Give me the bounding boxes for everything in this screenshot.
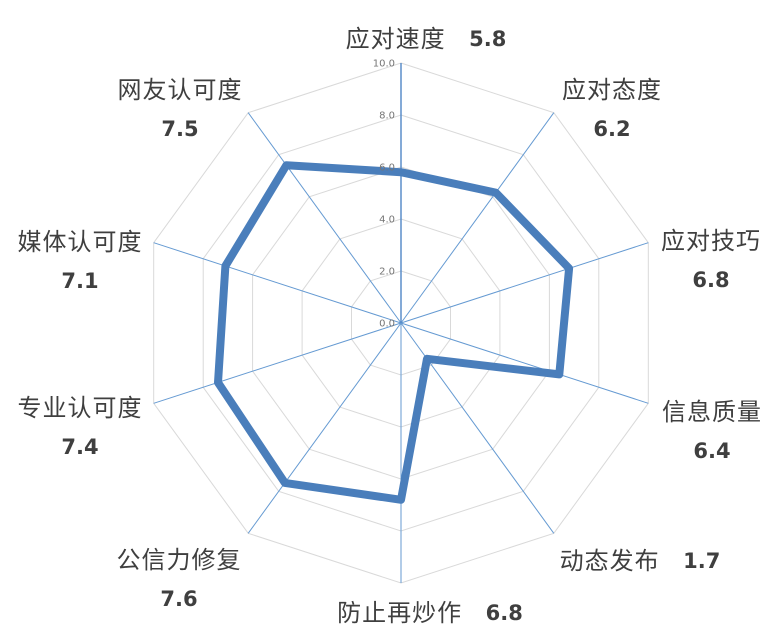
radial-tick-label: 4.0	[379, 215, 395, 226]
axis-label-prevent-rehype: 防止再炒作 6.8	[337, 597, 523, 629]
axis-category: 公信力修复	[116, 546, 242, 574]
axis-category: 网友认可度	[117, 76, 243, 104]
radial-tick-label: 8.0	[379, 111, 395, 122]
axis-value: 6.4	[693, 439, 731, 463]
axis-spoke	[153, 322, 402, 404]
axis-category: 应对速度	[345, 25, 446, 53]
axis-spoke	[247, 322, 402, 534]
axis-label-netizen-recognition: 网友认可度 7.5	[118, 74, 243, 144]
axis-category: 媒体认可度	[17, 228, 143, 256]
axis-value: 7.5	[161, 117, 199, 141]
axis-label-response-attitude: 应对态度 6.2	[562, 74, 662, 144]
axis-category: 应对态度	[562, 76, 662, 104]
axis-spoke	[400, 322, 649, 404]
axis-value: 7.6	[160, 587, 198, 611]
axis-category: 应对技巧	[661, 227, 761, 255]
radial-tick-label: 10.0	[373, 59, 395, 70]
axis-value: 6.8	[692, 268, 730, 292]
radial-tick-label: 6.0	[379, 163, 395, 174]
axis-spoke	[400, 112, 555, 324]
axis-value: 7.1	[61, 269, 99, 293]
axis-category: 专业认可度	[17, 394, 143, 422]
axis-category: 动态发布	[559, 547, 660, 575]
axis-category: 防止再炒作	[337, 599, 463, 627]
data-polygon	[214, 161, 574, 504]
radial-tick-label: 2.0	[379, 267, 395, 278]
axis-label-update-release: 动态发布 1.7	[560, 545, 721, 577]
axis-label-media-recognition: 媒体认可度 7.1	[18, 226, 143, 296]
radial-tick-label: 0.0	[379, 319, 395, 330]
axis-spoke	[247, 112, 402, 324]
axis-value: 6.8	[485, 601, 523, 625]
axis-label-response-speed: 应对速度 5.8	[346, 23, 507, 55]
axis-value: 7.4	[61, 435, 99, 459]
axis-category: 信息质量	[662, 398, 762, 426]
axis-label-information-quality: 信息质量 6.4	[662, 396, 762, 466]
axis-value: 6.2	[593, 117, 631, 141]
axis-value: 1.7	[683, 549, 721, 573]
axis-label-response-skill: 应对技巧 6.8	[661, 225, 761, 295]
axis-label-credibility-repair: 公信力修复 7.6	[117, 544, 242, 614]
axis-value: 5.8	[469, 27, 507, 51]
axis-spoke	[153, 242, 402, 324]
axis-spoke	[400, 242, 649, 324]
axis-label-professional-recognition: 专业认可度 7.4	[18, 392, 143, 462]
axis-spoke	[400, 322, 555, 534]
